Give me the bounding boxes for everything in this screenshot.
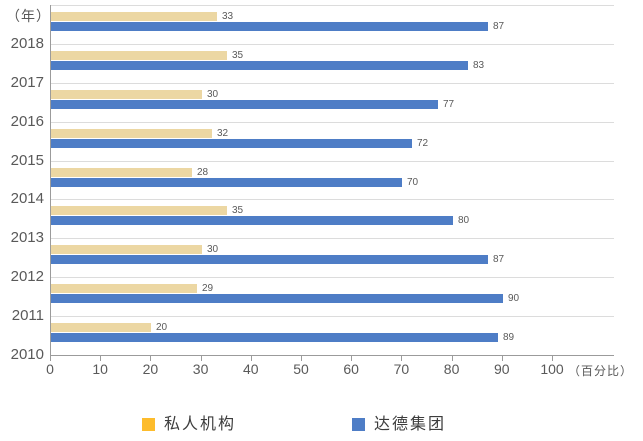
legend: 私人机构 达德集团	[0, 416, 643, 434]
bar-dade-2012	[51, 255, 488, 265]
x-tick-label-100: 100	[540, 361, 564, 377]
y-tick-label-2011: 2011	[11, 307, 44, 325]
x-tick-mark-50	[301, 356, 302, 361]
x-tick-label-30: 30	[192, 361, 209, 377]
x-axis-unit-label: （百分比）	[568, 364, 634, 378]
bar-dade-2018	[51, 22, 488, 31]
bar-private-2012	[51, 245, 202, 255]
x-tick-label-50: 50	[293, 361, 309, 377]
bar-group-2016: 30 77	[51, 82, 614, 122]
x-tick-mark-20	[150, 356, 152, 361]
bar-private-2013	[51, 206, 227, 216]
bar-value-label: 83	[473, 59, 485, 71]
bar-group-2017: 35 83	[51, 43, 614, 83]
y-tick-label-2010: 2010	[10, 346, 44, 363]
bar-group-2012: 30 87	[51, 238, 614, 277]
bar-group-2013: 35 80	[51, 199, 614, 238]
x-tick-mark-30	[200, 356, 202, 361]
bar-group-2015: 32 72	[51, 121, 614, 161]
legend-item-private: 私人机构	[142, 416, 236, 433]
y-tick-label-2013: 2013	[10, 229, 44, 247]
legend-label-private: 私人机构	[164, 416, 237, 433]
bar-value-label: 28	[197, 166, 209, 178]
bar-value-label: 80	[458, 215, 470, 227]
x-tick-label-70: 70	[393, 361, 410, 377]
legend-swatch-private	[142, 418, 155, 431]
bar-dade-2014	[51, 177, 402, 187]
bar-value-label: 77	[443, 98, 455, 110]
y-tick-label-2018: 2018	[10, 34, 44, 52]
y-tick-label-2017: 2017	[10, 73, 44, 91]
x-tick-mark-10	[100, 356, 102, 361]
bar-private-2010	[51, 323, 151, 333]
x-tick-label-40: 40	[243, 361, 259, 377]
bar-private-2016	[51, 89, 202, 99]
bar-dade-2016	[51, 99, 438, 109]
bar-value-label: 87	[493, 21, 505, 32]
bar-value-label: 90	[508, 293, 520, 305]
legend-item-dade: 达德集团	[352, 416, 446, 433]
x-tick-label-10: 10	[92, 361, 108, 377]
bar-private-2015	[51, 128, 212, 138]
bar-group-2018: 33 87	[51, 5, 614, 44]
bar-value-label: 87	[493, 254, 505, 266]
legend-label-dade: 达德集团	[374, 416, 447, 433]
x-tick-label-90: 90	[494, 361, 510, 377]
bar-dade-2013	[51, 216, 453, 226]
x-tick-label-0: 0	[46, 361, 54, 377]
plot-area: 33 87 35 83 30 77 32 72 28 70 35 80 30 87 29 90 20 89	[50, 5, 614, 356]
y-tick-label-2016: 2016	[10, 112, 44, 130]
bar-dade-2017	[51, 60, 468, 70]
x-tick-mark-80	[451, 356, 453, 361]
bar-value-label: 30	[207, 88, 219, 100]
bar-private-2018	[51, 12, 217, 21]
x-tick-label-60: 60	[343, 361, 359, 377]
bar-value-label: 35	[232, 205, 244, 217]
bar-value-label: 33	[222, 11, 234, 22]
bar-value-label: 30	[207, 244, 219, 256]
x-tick-label-20: 20	[142, 361, 159, 377]
bar-value-label: 32	[217, 127, 229, 139]
bar-value-label: 29	[202, 283, 214, 295]
x-tick-mark-70	[401, 356, 403, 361]
x-tick-mark-60	[351, 356, 353, 361]
bar-value-label: 20	[156, 322, 168, 334]
bar-value-label: 89	[503, 332, 515, 344]
x-tick-mark-90	[501, 356, 503, 361]
x-tick-mark-100	[552, 356, 553, 361]
bar-private-2017	[51, 50, 227, 60]
bar-group-2011: 29 90	[51, 277, 614, 316]
legend-swatch-dade	[352, 418, 365, 431]
x-tick-mark-0	[50, 356, 51, 361]
bar-group-2014: 28 70	[51, 160, 614, 200]
y-tick-label-2012: 2012	[10, 268, 44, 286]
x-tick-mark-40	[250, 356, 252, 361]
bar-dade-2011	[51, 294, 503, 304]
bar-group-2010: 20 89	[51, 316, 614, 355]
y-tick-label-2014: 2014	[10, 190, 44, 208]
bar-private-2011	[51, 284, 197, 294]
x-tick-label-80: 80	[443, 361, 460, 377]
bar-dade-2015	[51, 138, 412, 148]
bar-value-label: 72	[417, 137, 429, 149]
bar-private-2014	[51, 167, 192, 177]
bar-value-label: 35	[232, 49, 244, 61]
y-tick-label-2015: 2015	[10, 151, 44, 169]
y-axis-title: （年）	[6, 8, 51, 24]
bar-value-label: 70	[407, 176, 419, 188]
bar-dade-2010	[51, 333, 498, 343]
